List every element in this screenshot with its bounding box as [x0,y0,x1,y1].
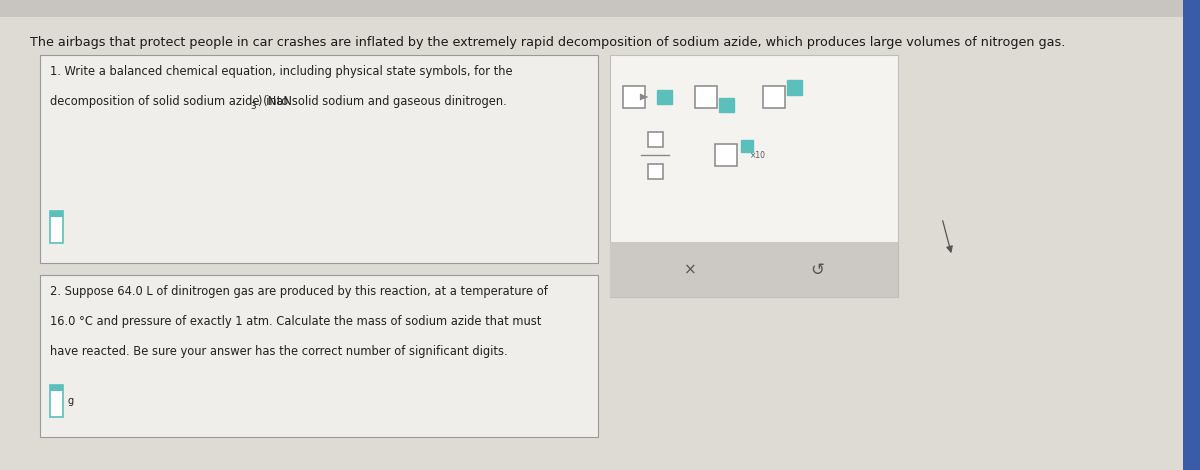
Bar [648,164,662,179]
Bar [1183,0,1200,470]
Bar [40,55,598,263]
Bar [623,86,646,108]
Bar [720,97,734,112]
Bar [648,132,662,147]
Bar [50,211,64,243]
Text: ×10: ×10 [750,151,766,160]
Bar [40,275,598,437]
Bar [0,0,1200,17]
Text: 1. Write a balanced chemical equation, including physical state symbols, for the: 1. Write a balanced chemical equation, i… [50,65,512,78]
Bar [740,140,754,152]
Bar [50,385,64,391]
Text: The airbags that protect people in car crashes are inflated by the extremely rap: The airbags that protect people in car c… [30,36,1066,49]
Text: 2. Suppose 64.0 L of dinitrogen gas are produced by this reaction, at a temperat: 2. Suppose 64.0 L of dinitrogen gas are … [50,285,548,298]
Text: have reacted. Be sure your answer has the correct number of significant digits.: have reacted. Be sure your answer has th… [50,345,508,358]
Bar [695,86,716,108]
Text: ×: × [684,262,697,277]
Text: g: g [67,396,73,406]
Text: ↺: ↺ [810,260,824,279]
Bar [715,144,737,166]
Bar [656,89,672,104]
Bar [50,385,64,417]
Bar [610,242,898,297]
Bar [50,211,64,217]
Bar [610,55,898,297]
Bar [787,79,803,94]
Text: 3: 3 [250,102,256,111]
Text: 16.0 °C and pressure of exactly 1 atm. Calculate the mass of sodium azide that m: 16.0 °C and pressure of exactly 1 atm. C… [50,315,541,328]
Text: ) into solid sodium and gaseous dinitrogen.: ) into solid sodium and gaseous dinitrog… [258,95,506,108]
Text: decomposition of solid sodium azide (NaN: decomposition of solid sodium azide (NaN [50,95,292,108]
Bar [763,86,785,108]
